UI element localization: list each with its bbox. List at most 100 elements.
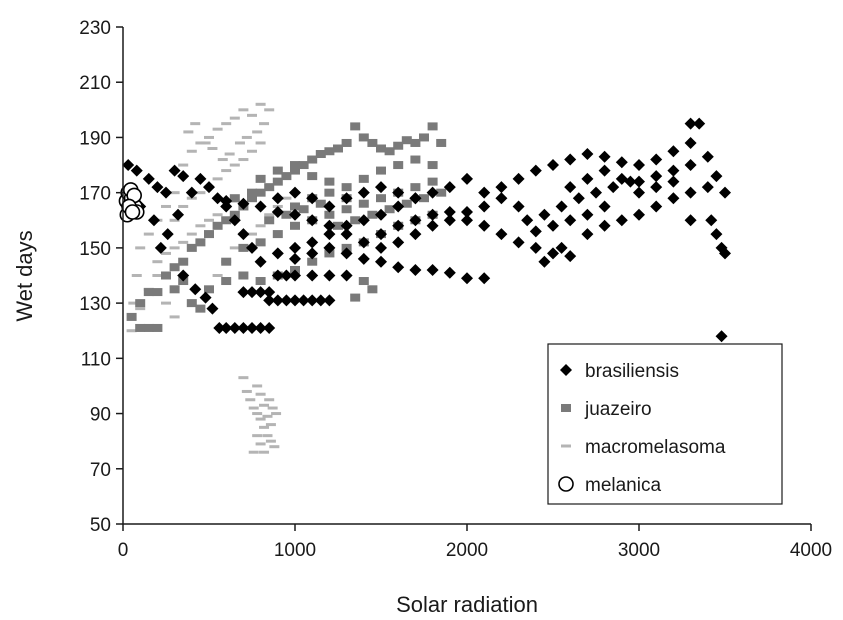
- point-macromelasoma: [252, 384, 263, 388]
- point-brasiliensis: [443, 205, 456, 218]
- point-juazeiro: [427, 161, 438, 170]
- point-macromelasoma: [195, 224, 206, 228]
- point-brasiliensis: [555, 200, 568, 213]
- x-axis-title: Solar radiation: [396, 592, 538, 617]
- point-brasiliensis: [246, 286, 258, 299]
- point-brasiliensis: [392, 236, 405, 249]
- point-brasiliensis: [538, 208, 551, 221]
- point-brasiliensis: [271, 294, 284, 307]
- point-brasiliensis: [615, 156, 628, 169]
- point-brasiliensis: [375, 228, 387, 241]
- point-brasiliensis: [684, 136, 697, 149]
- point-juazeiro: [393, 161, 404, 170]
- point-brasiliensis: [461, 205, 473, 218]
- point-brasiliensis: [598, 164, 611, 177]
- y-tick-label: 190: [79, 128, 111, 149]
- point-brasiliensis: [306, 247, 319, 260]
- point-brasiliensis: [529, 225, 542, 238]
- point-brasiliensis: [667, 164, 680, 177]
- point-juazeiro: [298, 205, 309, 214]
- point-macromelasoma: [259, 122, 270, 126]
- point-brasiliensis: [168, 164, 181, 177]
- point-brasiliensis: [289, 208, 301, 221]
- point-macromelasoma: [262, 434, 273, 438]
- point-brasiliensis: [461, 272, 473, 285]
- point-juazeiro: [195, 304, 206, 313]
- point-brasiliensis: [323, 200, 336, 213]
- point-brasiliensis: [340, 228, 353, 241]
- point-juazeiro: [195, 238, 206, 247]
- legend-marker-brasiliensis: [560, 364, 572, 376]
- point-macromelasoma: [183, 130, 194, 134]
- point-juazeiro: [315, 150, 326, 159]
- y-tick-label: 90: [90, 405, 111, 426]
- point-juazeiro: [307, 155, 318, 164]
- y-tick-label: 170: [79, 184, 111, 205]
- point-brasiliensis: [478, 200, 491, 213]
- point-brasiliensis: [715, 330, 728, 343]
- point-brasiliensis: [650, 200, 663, 213]
- point-juazeiro: [169, 285, 180, 294]
- point-macromelasoma: [221, 122, 232, 126]
- point-juazeiro: [401, 199, 412, 208]
- point-macromelasoma: [255, 417, 266, 421]
- point-macromelasoma: [161, 204, 171, 208]
- point-brasiliensis: [443, 266, 456, 279]
- point-brasiliensis: [581, 172, 594, 185]
- point-brasiliensis: [461, 214, 473, 227]
- point-juazeiro: [255, 188, 266, 197]
- point-brasiliensis: [375, 181, 387, 194]
- point-brasiliensis: [409, 214, 422, 227]
- legend-box: [547, 343, 783, 505]
- point-brasiliensis: [147, 214, 160, 227]
- point-juazeiro: [247, 188, 257, 197]
- point-brasiliensis: [607, 181, 620, 194]
- point-brasiliensis: [228, 214, 241, 227]
- point-brasiliensis: [206, 302, 219, 315]
- point-juazeiro: [341, 138, 352, 147]
- point-juazeiro: [401, 136, 412, 145]
- point-juazeiro: [186, 243, 197, 252]
- x-tick-label: 1000: [274, 540, 316, 561]
- point-juazeiro: [376, 144, 386, 153]
- point-brasiliensis: [271, 192, 284, 205]
- point-brasiliensis: [443, 181, 456, 194]
- point-juazeiro: [290, 221, 300, 230]
- point-juazeiro: [324, 210, 335, 219]
- point-macromelasoma: [186, 232, 197, 236]
- point-juazeiro: [247, 194, 257, 203]
- point-macromelasoma: [264, 108, 275, 112]
- point-brasiliensis: [572, 192, 585, 205]
- point-macromelasoma: [126, 329, 137, 333]
- point-macromelasoma: [207, 146, 218, 150]
- point-brasiliensis: [701, 181, 714, 194]
- point-macromelasoma: [265, 439, 276, 443]
- point-brasiliensis: [547, 159, 559, 172]
- point-macromelasoma: [247, 149, 257, 153]
- legend-label-brasiliensis: brasiliensis: [585, 361, 679, 382]
- point-brasiliensis: [161, 228, 174, 241]
- legend-label-melanica: melanica: [585, 475, 661, 496]
- point-juazeiro: [281, 172, 292, 181]
- point-macromelasoma: [245, 398, 256, 402]
- point-macromelasoma: [190, 122, 201, 126]
- point-brasiliensis: [323, 228, 336, 241]
- point-juazeiro: [333, 221, 343, 230]
- point-macromelasoma: [234, 141, 245, 145]
- point-brasiliensis: [478, 186, 491, 199]
- point-juazeiro: [419, 133, 429, 142]
- point-brasiliensis: [323, 294, 336, 307]
- point-macromelasoma: [255, 141, 266, 145]
- point-brasiliensis: [581, 208, 594, 221]
- point-brasiliensis: [254, 255, 267, 268]
- point-brasiliensis: [409, 263, 422, 276]
- point-juazeiro: [126, 312, 137, 321]
- point-brasiliensis: [426, 263, 439, 276]
- point-brasiliensis: [289, 269, 301, 282]
- point-brasiliensis: [340, 247, 353, 260]
- point-juazeiro: [169, 263, 180, 272]
- point-juazeiro: [272, 177, 283, 186]
- point-brasiliensis: [289, 241, 301, 254]
- point-brasiliensis: [598, 219, 611, 232]
- point-juazeiro: [358, 174, 369, 183]
